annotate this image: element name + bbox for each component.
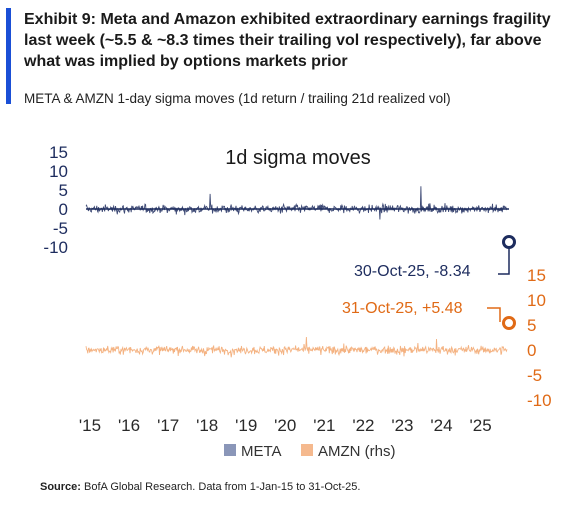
source-text: BofA Global Research. Data from 1-Jan-15…: [84, 481, 361, 493]
x-tick-label: '21: [313, 416, 335, 435]
x-tick-label: '20: [274, 416, 296, 435]
legend-swatch-meta: [224, 444, 236, 456]
x-tick-label: '24: [430, 416, 452, 435]
amzn-y-tick-label: 10: [527, 291, 546, 310]
x-tick-label: '23: [391, 416, 413, 435]
accent-bar: [6, 8, 11, 104]
chart-title: 1d sigma moves: [225, 147, 371, 169]
meta-y-tick-label: -5: [53, 219, 68, 238]
x-tick-label: '25: [470, 416, 492, 435]
meta-series: [85, 186, 509, 220]
legend-swatch-amzn: [301, 444, 313, 456]
amzn-y-tick-label: 5: [527, 316, 536, 335]
meta-annotation-leader: [498, 248, 510, 275]
meta-y-tick-label: 10: [49, 162, 68, 181]
x-tick-label: '16: [118, 416, 140, 435]
exhibit-title: Exhibit 9: Meta and Amazon exhibited ext…: [24, 11, 551, 70]
meta-annotation-label: 30-Oct-25, -8.34: [354, 263, 471, 280]
amzn-y-tick-label: 0: [527, 341, 536, 360]
meta-series-line: [85, 186, 508, 220]
meta-y-tick-label: 0: [59, 200, 68, 219]
meta-y-tick-label: 15: [49, 143, 68, 162]
x-tick-label: '15: [79, 416, 101, 435]
legend-label-amzn: AMZN (rhs): [318, 443, 396, 460]
amzn-annotation-label: 31-Oct-25, +5.48: [342, 300, 463, 317]
x-tick-label: '19: [235, 416, 257, 435]
amzn-y-tick-label: -5: [527, 366, 542, 385]
amzn-y-tick-label: 15: [527, 266, 546, 285]
meta-y-tick-label: -10: [43, 238, 68, 257]
meta-last-point-marker: [502, 235, 516, 249]
amzn-series: [85, 336, 508, 358]
x-tick-label: '17: [157, 416, 179, 435]
amzn-y-tick-label: -10: [527, 391, 552, 410]
exhibit-subtitle: META & AMZN 1-day sigma moves (1d return…: [24, 91, 451, 106]
x-axis: '15 '16 '17 '18 '19 '20 '21 '22 '23 '24 '25: [79, 416, 492, 435]
amzn-last-point-marker: [502, 316, 516, 330]
source-note: Source: BofA Global Research. Data from …: [40, 481, 361, 493]
x-tick-label: '22: [352, 416, 374, 435]
amzn-series-line: [85, 336, 508, 358]
x-tick-label: '18: [196, 416, 218, 435]
amzn-annotation-leader: [487, 307, 501, 322]
meta-y-tick-label: 5: [59, 181, 68, 200]
amzn-y-axis: 15 10 5 0 -5 -10: [527, 266, 552, 410]
legend-label-meta: META: [241, 443, 282, 460]
